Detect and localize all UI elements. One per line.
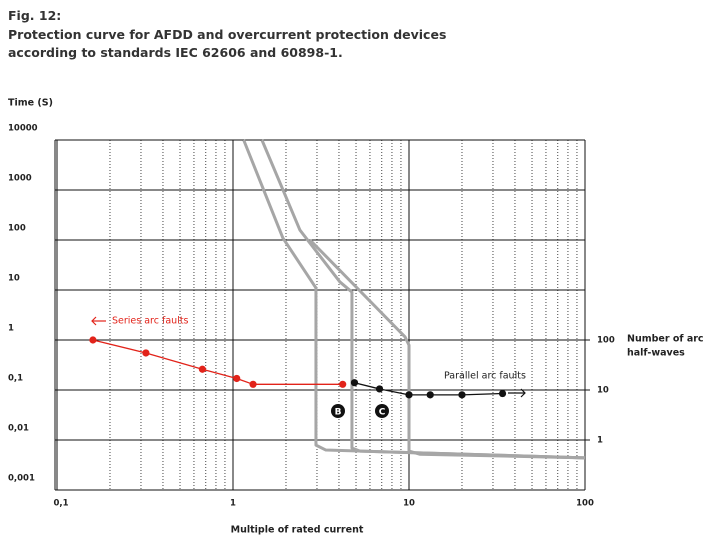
curve-badge [375, 404, 389, 418]
y-tick-label: 1 [8, 324, 14, 334]
point [89, 336, 97, 344]
y-tick-label: 10000 [8, 124, 38, 134]
y2-tick-label: 10 [597, 386, 609, 396]
x-tick-label: 100 [576, 499, 594, 509]
y-tick-label: 0,01 [8, 424, 29, 434]
trip-curve [260, 139, 586, 460]
y-tick-label: 0,001 [8, 474, 35, 484]
chart-title: according to standards IEC 62606 and 608… [8, 45, 343, 60]
y-tick-label: 0,1 [8, 374, 23, 384]
series-label: Series arc faults [112, 316, 189, 327]
point [198, 365, 206, 373]
y-tick-label: 100 [8, 224, 26, 234]
y2-axis-label: Number of arc [627, 334, 704, 345]
y2-tick-label: 100 [597, 336, 615, 346]
x-axis-label: Multiple of rated current [231, 525, 364, 536]
point [458, 391, 466, 399]
y-tick-label: 10 [8, 274, 20, 284]
point [249, 380, 257, 388]
y-axis-label: Time (S) [8, 98, 53, 109]
fault-curve [92, 339, 343, 385]
point [375, 385, 384, 393]
y2-axis-label: half-waves [627, 348, 685, 359]
point [350, 379, 359, 387]
curve-badge [331, 404, 345, 418]
arrow-head [91, 316, 97, 326]
point [498, 389, 507, 398]
curve-badge-label: C [379, 408, 386, 418]
point [339, 380, 347, 388]
x-tick-label: 10 [403, 499, 415, 509]
point [405, 391, 413, 399]
trip-curve [242, 139, 586, 460]
y2-tick-label: 1 [597, 436, 603, 446]
x-tick-label: 1 [230, 499, 236, 509]
series-label: Parallel arc faults [444, 371, 526, 382]
point [233, 374, 241, 383]
x-tick-label: 0,1 [53, 499, 68, 509]
y-tick-label: 1000 [8, 174, 32, 184]
point [142, 349, 150, 357]
curve-badge-label: B [335, 408, 342, 418]
point [426, 391, 434, 399]
fault-curve [354, 382, 503, 396]
figure-label: Fig. 12: [8, 8, 61, 23]
chart-title: Protection curve for AFDD and overcurren… [8, 27, 446, 42]
